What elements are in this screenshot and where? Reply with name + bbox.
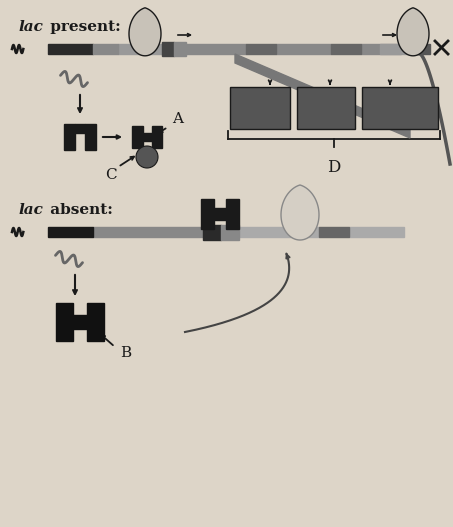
- Bar: [221, 225, 239, 239]
- Bar: [162, 42, 174, 56]
- Bar: [297, 87, 355, 129]
- Bar: [56, 303, 73, 341]
- Bar: [132, 126, 143, 148]
- Bar: [48, 227, 93, 237]
- Bar: [93, 227, 203, 237]
- Bar: [186, 44, 246, 54]
- Bar: [226, 199, 239, 229]
- Text: present:: present:: [45, 20, 121, 34]
- Bar: [203, 225, 221, 239]
- Bar: [415, 44, 430, 54]
- Bar: [246, 44, 276, 54]
- Bar: [151, 126, 162, 148]
- Polygon shape: [235, 54, 410, 138]
- Polygon shape: [397, 8, 429, 56]
- Polygon shape: [129, 8, 161, 56]
- Bar: [349, 227, 404, 237]
- Polygon shape: [281, 185, 319, 240]
- Bar: [75, 124, 85, 133]
- Bar: [201, 199, 214, 229]
- Bar: [276, 44, 331, 54]
- Bar: [361, 44, 401, 54]
- Bar: [64, 124, 75, 150]
- Bar: [143, 133, 151, 141]
- Bar: [331, 44, 361, 54]
- Bar: [48, 44, 93, 54]
- Text: B: B: [120, 346, 131, 360]
- Text: absent:: absent:: [45, 203, 113, 217]
- Bar: [230, 87, 290, 129]
- Bar: [174, 42, 186, 56]
- Text: D: D: [328, 159, 341, 176]
- Text: lac: lac: [18, 20, 43, 34]
- Bar: [73, 315, 87, 329]
- Bar: [85, 124, 96, 150]
- Bar: [362, 87, 438, 129]
- Bar: [380, 44, 415, 54]
- Text: lac: lac: [18, 203, 43, 217]
- Bar: [118, 44, 173, 54]
- Bar: [319, 227, 349, 237]
- Bar: [93, 44, 118, 54]
- Bar: [214, 208, 226, 220]
- Circle shape: [136, 146, 158, 168]
- Text: C: C: [105, 168, 116, 182]
- Bar: [239, 227, 319, 237]
- Bar: [87, 303, 104, 341]
- Text: A: A: [172, 112, 183, 126]
